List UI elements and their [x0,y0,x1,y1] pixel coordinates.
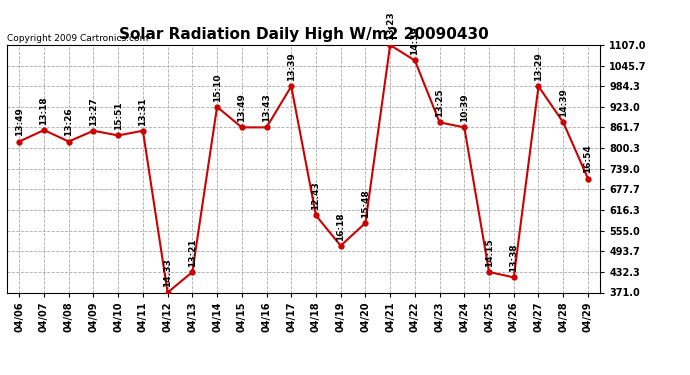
Text: 14:39: 14:39 [411,27,420,56]
Text: 14:33: 14:33 [163,259,172,288]
Text: 13:27: 13:27 [89,97,98,126]
Text: 16:18: 16:18 [336,212,345,241]
Text: 13:38: 13:38 [509,244,518,272]
Text: 13:25: 13:25 [435,88,444,117]
Text: 13:39: 13:39 [287,53,296,81]
Text: 13:49: 13:49 [237,93,246,122]
Text: 13:26: 13:26 [64,108,73,136]
Text: 13:31: 13:31 [139,97,148,126]
Title: Solar Radiation Daily High W/m2 20090430: Solar Radiation Daily High W/m2 20090430 [119,27,489,42]
Text: Copyright 2009 Cartronics.com: Copyright 2009 Cartronics.com [7,33,148,42]
Text: 10:39: 10:39 [460,94,469,122]
Text: 13:23: 13:23 [386,11,395,40]
Text: 16:54: 16:54 [584,145,593,174]
Text: 13:49: 13:49 [14,108,23,136]
Text: 15:51: 15:51 [114,102,123,130]
Text: 13:43: 13:43 [262,94,271,122]
Text: 15:10: 15:10 [213,74,221,102]
Text: 13:18: 13:18 [39,96,48,125]
Text: 14:39: 14:39 [559,88,568,117]
Text: 14:15: 14:15 [484,238,493,267]
Text: 13:29: 13:29 [534,53,543,81]
Text: 15:48: 15:48 [361,189,370,218]
Text: 13:21: 13:21 [188,238,197,267]
Text: 12:43: 12:43 [311,182,320,210]
